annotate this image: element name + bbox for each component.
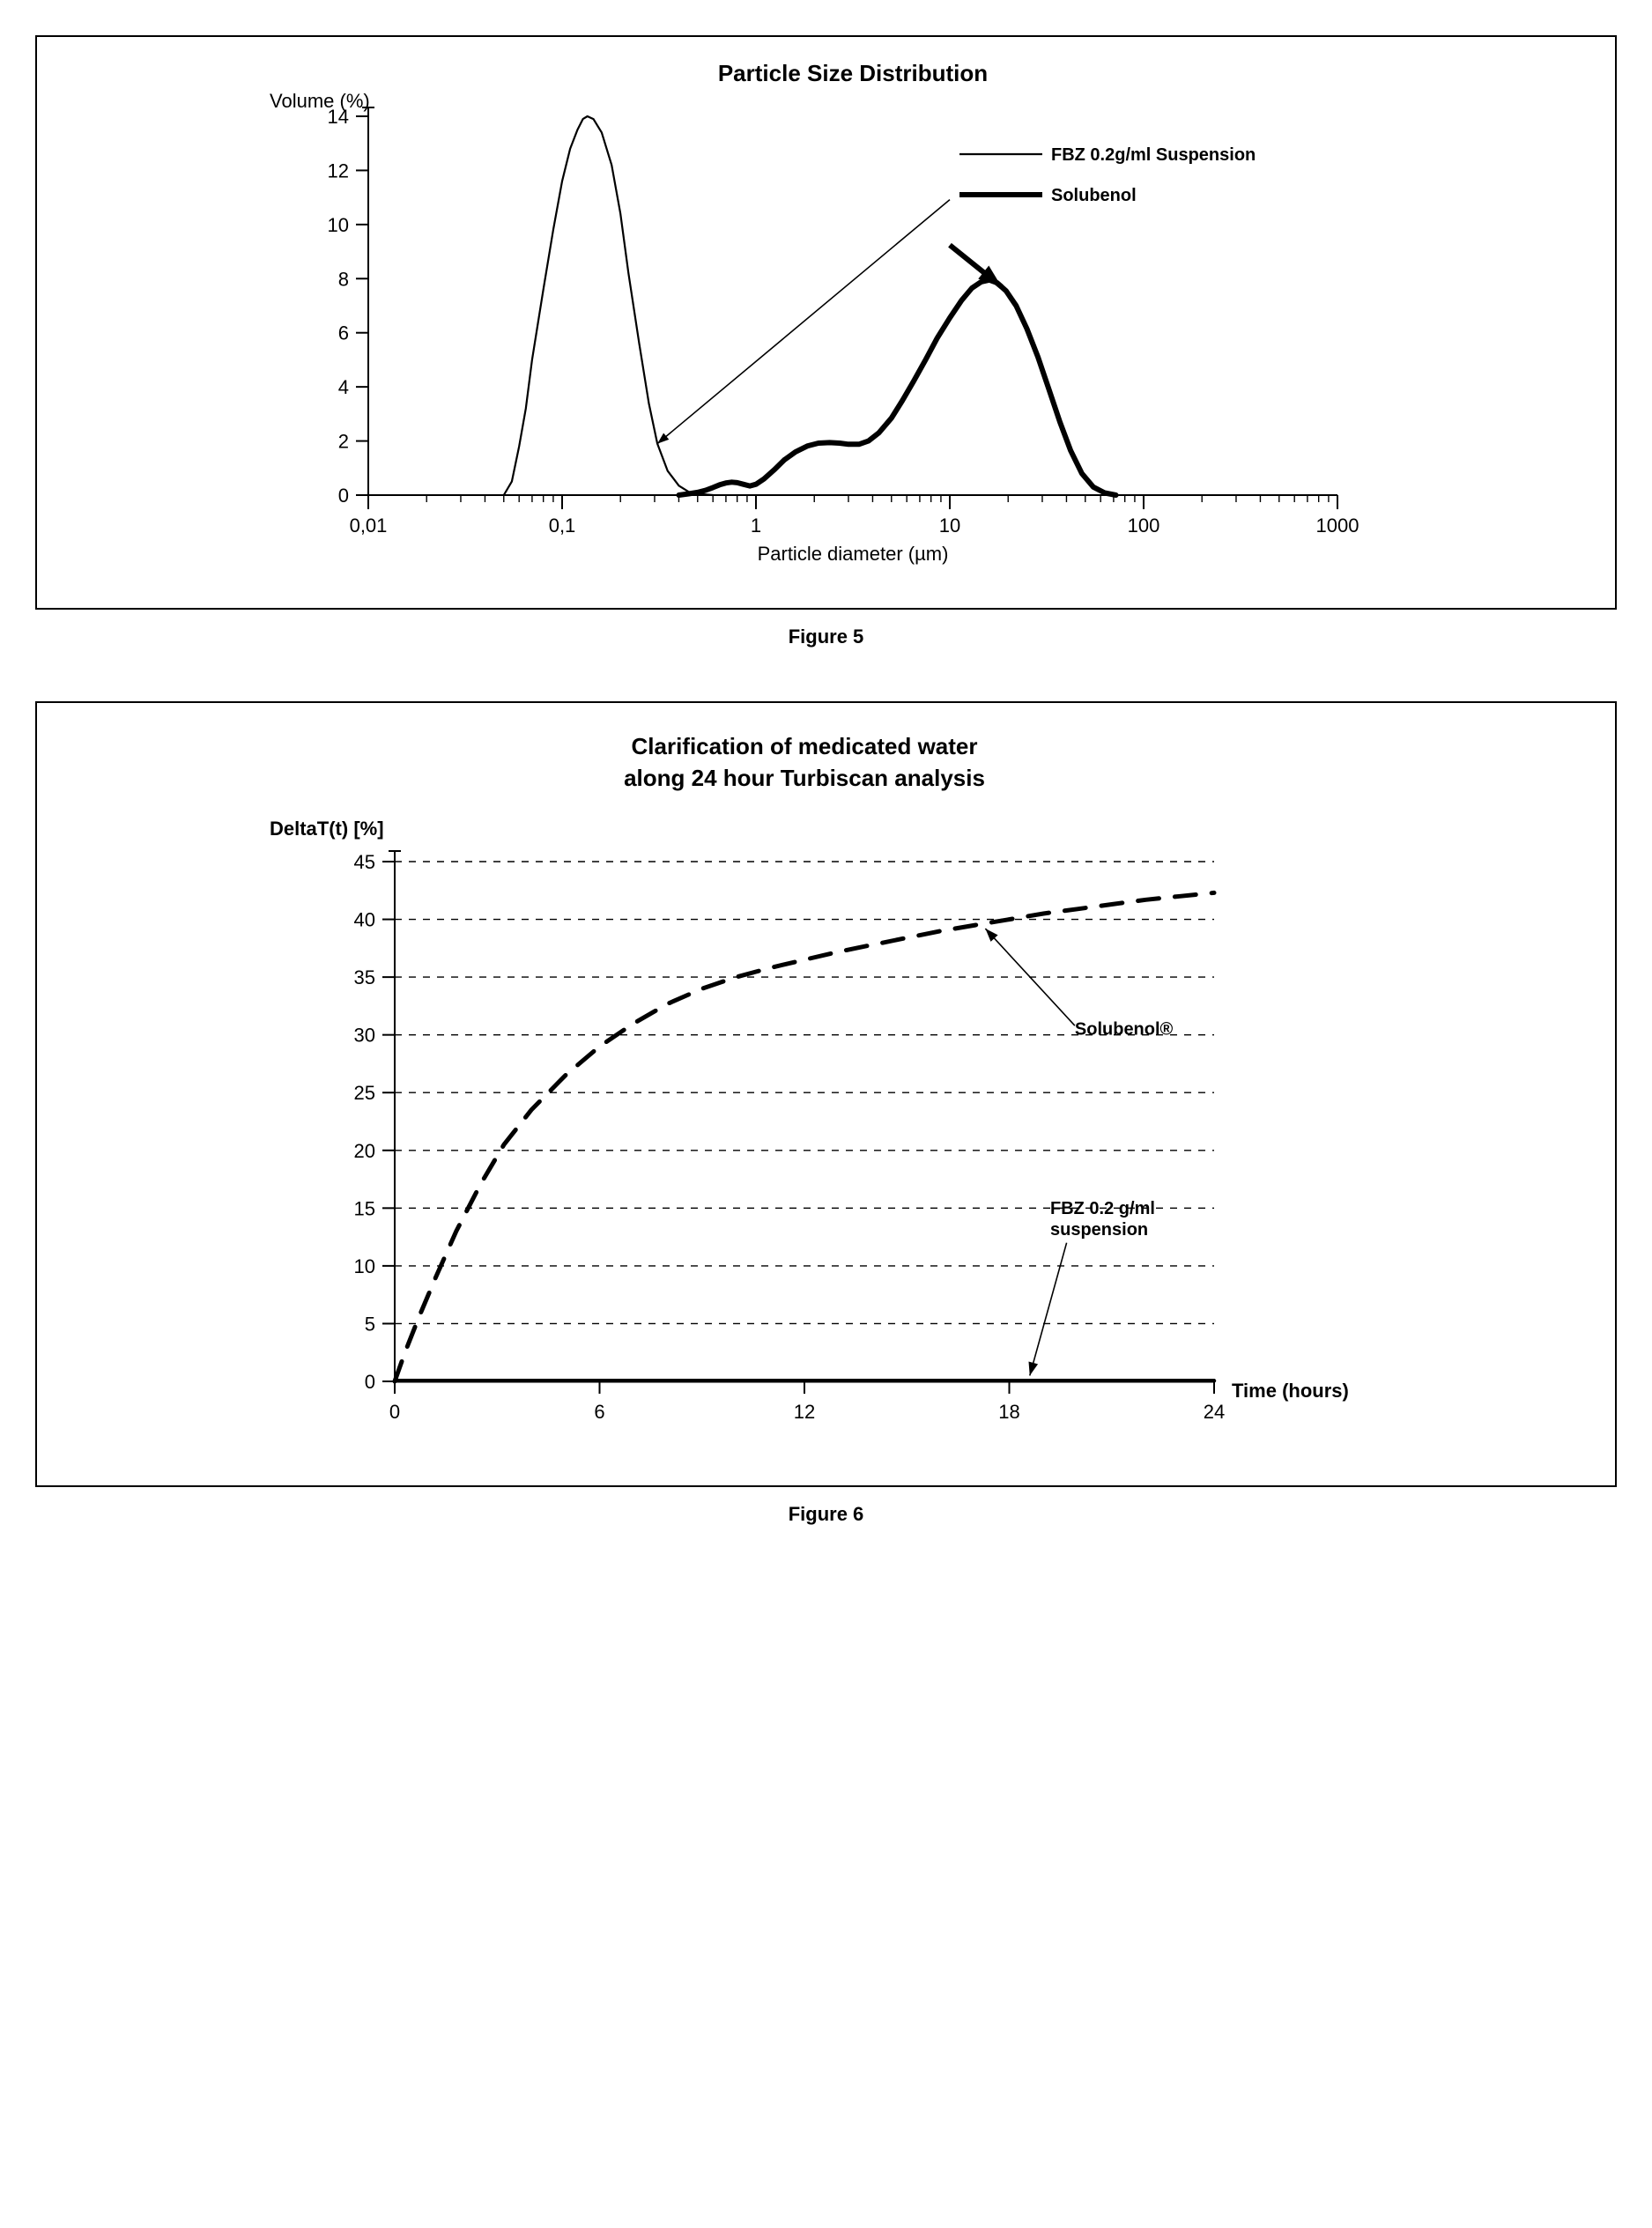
svg-text:5: 5 — [364, 1313, 374, 1335]
svg-text:30: 30 — [353, 1025, 374, 1047]
svg-text:0: 0 — [389, 1401, 399, 1423]
svg-text:Time (hours): Time (hours) — [1232, 1380, 1349, 1402]
svg-text:0: 0 — [337, 485, 348, 507]
svg-text:Volume (%): Volume (%) — [270, 90, 370, 112]
svg-text:1: 1 — [750, 514, 760, 537]
svg-text:12: 12 — [327, 159, 348, 181]
svg-text:Solubenol: Solubenol — [1051, 186, 1137, 205]
svg-text:suspension: suspension — [1050, 1220, 1148, 1240]
svg-text:15: 15 — [353, 1197, 374, 1219]
figure6-caption: Figure 6 — [35, 1503, 1617, 1526]
figure5-caption: Figure 5 — [35, 625, 1617, 648]
svg-text:Particle diameter (µm): Particle diameter (µm) — [757, 543, 948, 565]
svg-text:10: 10 — [327, 214, 348, 236]
svg-text:Particle Size Distribution: Particle Size Distribution — [717, 60, 987, 86]
svg-text:100: 100 — [1127, 514, 1159, 537]
svg-text:0: 0 — [364, 1371, 374, 1393]
svg-text:along 24 hour Turbiscan analys: along 24 hour Turbiscan analysis — [624, 765, 985, 791]
svg-text:24: 24 — [1203, 1401, 1224, 1423]
svg-text:Solubenol®: Solubenol® — [1074, 1020, 1173, 1040]
svg-text:1000: 1000 — [1315, 514, 1359, 537]
svg-text:35: 35 — [353, 966, 374, 988]
svg-text:4: 4 — [337, 376, 348, 398]
svg-text:18: 18 — [998, 1401, 1019, 1423]
svg-text:10: 10 — [938, 514, 959, 537]
svg-text:FBZ 0.2 g/ml: FBZ 0.2 g/ml — [1050, 1199, 1155, 1218]
svg-text:25: 25 — [353, 1082, 374, 1104]
svg-text:45: 45 — [353, 851, 374, 873]
svg-text:0,01: 0,01 — [349, 514, 387, 537]
svg-text:Clarification of medicated wat: Clarification of medicated water — [631, 733, 977, 759]
svg-text:10: 10 — [353, 1255, 374, 1277]
svg-text:6: 6 — [594, 1401, 604, 1423]
figure5-chart: Particle Size Distribution Volume (%) 0 2 4 6… — [254, 46, 1399, 592]
svg-text:8: 8 — [337, 268, 348, 290]
svg-text:2: 2 — [337, 431, 348, 453]
svg-text:12: 12 — [793, 1401, 814, 1423]
svg-text:14: 14 — [327, 106, 348, 128]
svg-text:DeltaT(t) [%]: DeltaT(t) [%] — [270, 818, 384, 840]
figure6-chart: Clarification of medicated water along 24… — [254, 712, 1399, 1469]
svg-text:6: 6 — [337, 322, 348, 344]
figure5-frame: Particle Size Distribution Volume (%) 0 2 4 6… — [35, 35, 1617, 610]
svg-text:FBZ 0.2g/ml Suspension: FBZ 0.2g/ml Suspension — [1051, 145, 1256, 165]
svg-text:0,1: 0,1 — [548, 514, 575, 537]
svg-text:20: 20 — [353, 1140, 374, 1162]
svg-text:40: 40 — [353, 909, 374, 931]
figure6-frame: Clarification of medicated water along 24… — [35, 701, 1617, 1487]
